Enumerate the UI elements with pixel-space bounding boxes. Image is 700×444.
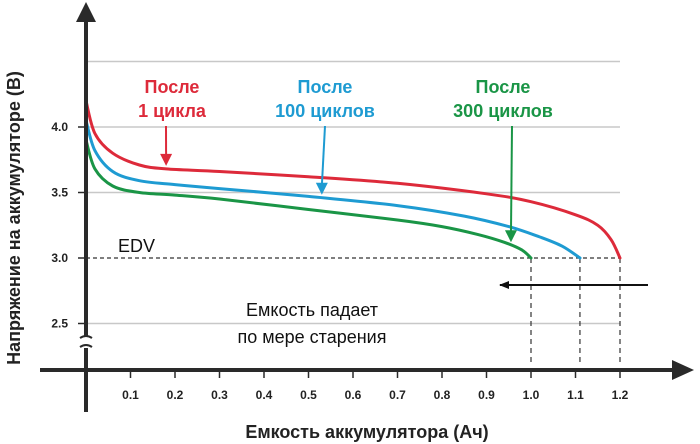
series-layer <box>84 99 622 260</box>
label-series-2-line-2: 100 циклов <box>275 101 375 121</box>
y-tick-label-2: 3.0 <box>51 251 68 265</box>
x-tick-label-3: 0.3 <box>211 388 228 402</box>
axes <box>40 2 694 412</box>
note-line-2: по мере старения <box>238 327 387 347</box>
x-tick-label-9: 0.9 <box>478 388 495 402</box>
x-tick-label-11: 1.1 <box>567 388 584 402</box>
label-series-1: После 1 цикла <box>138 77 207 121</box>
label-series-3: После 300 циклов <box>453 77 553 121</box>
x-tick-label-10: 1.0 <box>523 388 540 402</box>
x-tick-label-1: 0.1 <box>122 388 139 402</box>
x-tick-label-4: 0.4 <box>256 388 273 402</box>
x-axis-title: Емкость аккумулятора (Ач) <box>245 422 488 442</box>
label-series-2-line-1: После <box>298 77 353 97</box>
pointer-line-3 <box>509 125 513 234</box>
x-tick-label-12: 1.2 <box>612 388 629 402</box>
y-tick-label-1: 2.5 <box>51 317 68 331</box>
pointer-head-2 <box>315 182 328 195</box>
label-series-1-line-2: 1 цикла <box>138 101 207 121</box>
label-series-3-line-2: 300 циклов <box>453 101 553 121</box>
axis-break-mark-top <box>79 335 93 339</box>
x-tick-label-7: 0.7 <box>389 388 406 402</box>
pointer-head-3 <box>504 230 517 243</box>
series-line-1 <box>84 99 622 260</box>
note-line-1: Емкость падает <box>246 300 378 320</box>
x-axis-arrowhead <box>672 360 694 380</box>
axis-break-mark-bottom <box>79 344 93 348</box>
y-tick-label-3: 3.5 <box>51 186 68 200</box>
x-tick-label-6: 0.6 <box>345 388 362 402</box>
label-series-2: После 100 циклов <box>275 77 375 121</box>
y-axis-arrowhead <box>76 2 96 22</box>
pointer-line-2 <box>320 125 326 186</box>
series-line-2 <box>84 119 582 260</box>
label-series-1-line-1: После <box>145 77 200 97</box>
x-tick-label-2: 0.2 <box>167 388 184 402</box>
x-tick-label-8: 0.8 <box>434 388 451 402</box>
y-axis-title: Напряжение на аккумуляторе (В) <box>4 71 24 365</box>
ticks: 0.1 0.2 0.3 0.4 0.5 0.6 0.7 0.8 0.9 1.0 1.1 1.2 2.5 3… <box>51 120 628 402</box>
pointer-head-1 <box>160 153 173 166</box>
edv-label: EDV <box>118 236 155 256</box>
x-tick-label-5: 0.5 <box>300 388 317 402</box>
label-series-3-line-1: После <box>476 77 531 97</box>
y-tick-label-4: 4.0 <box>51 120 68 134</box>
series-line-3 <box>84 138 533 260</box>
